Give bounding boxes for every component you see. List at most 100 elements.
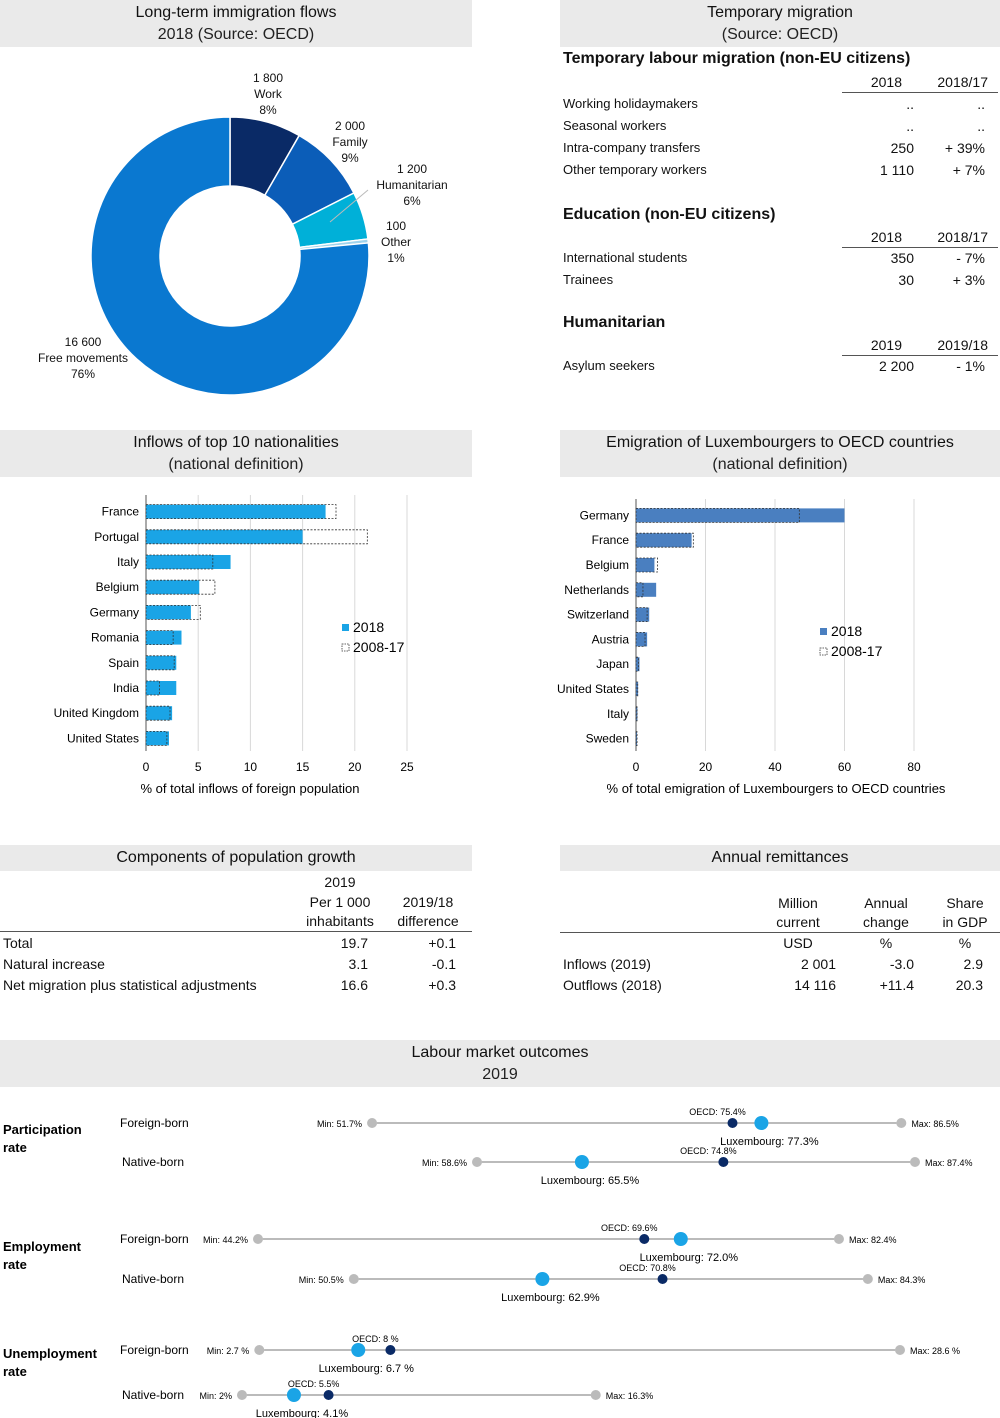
- bar-2018: [636, 682, 639, 696]
- row-label: Foreign-born: [120, 1232, 189, 1246]
- remittances-row-v1: 14 116: [794, 977, 836, 993]
- remittances-row-v2: -3.0: [889, 956, 914, 972]
- x-tick-label: 25: [400, 760, 414, 774]
- temporary-labour-rule: [842, 92, 998, 93]
- remit-head-c2a: Annual: [864, 895, 908, 911]
- temporary-labour-col1: 2018: [870, 74, 902, 90]
- bar-2008-17: [635, 507, 800, 523]
- nationalities-title: Inflows of top 10 nationalities: [133, 434, 339, 451]
- bar-2008-17: [635, 706, 638, 722]
- category-label: India: [113, 681, 139, 695]
- bar-2018: [636, 558, 655, 572]
- labour-row-v1: ..: [906, 96, 914, 112]
- donut-label-other: 100 Other 1%: [381, 219, 411, 265]
- bar-2008-17: [635, 681, 639, 697]
- bar-2008-17: [635, 731, 638, 747]
- group-label: Participation: [3, 1122, 82, 1137]
- remit-head-c3a: Share: [946, 895, 984, 911]
- luxembourg-label: Luxembourg: 6.7 %: [319, 1363, 415, 1375]
- row-label: Foreign-born: [120, 1343, 189, 1357]
- category-label: Spain: [108, 656, 139, 670]
- oecd-label: OECD: 5.5%: [288, 1379, 340, 1389]
- min-label: Min: 44.2%: [203, 1235, 248, 1245]
- group-label: Unemployment: [3, 1346, 98, 1361]
- bar-2008-17: [145, 579, 216, 595]
- population-row-v1: 3.1: [348, 956, 368, 972]
- category-label: Italy: [607, 707, 629, 721]
- group-label: Employment: [3, 1239, 82, 1254]
- oecd-label: OECD: 8 %: [352, 1334, 399, 1344]
- luxembourg-label: Luxembourg: 72.0%: [640, 1252, 739, 1264]
- population-head-year: 2019: [324, 874, 356, 890]
- labour-row-v2: ..: [977, 118, 985, 134]
- remit-head-c2c: %: [879, 935, 893, 951]
- max-dot: [910, 1157, 920, 1167]
- education-row-v1: 350: [890, 250, 914, 266]
- bar-2018: [636, 607, 650, 622]
- max-label: Max: 82.4%: [849, 1235, 897, 1245]
- oecd-label: OECD: 74.8%: [680, 1146, 737, 1156]
- bar-2018: [146, 681, 177, 695]
- bar-2018: [636, 632, 648, 647]
- min-label: Min: 58.6%: [422, 1158, 467, 1168]
- bar-2018: [636, 657, 640, 672]
- category-label: Belgium: [586, 558, 629, 572]
- bar-2008-17: [635, 557, 658, 573]
- education-row-label: International students: [563, 250, 688, 265]
- min-label: Min: 50.5%: [299, 1275, 344, 1285]
- immigration-title: Long-term immigration flows: [135, 4, 337, 21]
- bar-2008-17: [145, 504, 337, 520]
- legend-swatch-2008-17: [819, 647, 828, 656]
- oecd-label: OECD: 75.4%: [689, 1107, 746, 1117]
- max-dot: [862, 1274, 873, 1284]
- population-row-label: Natural increase: [3, 956, 105, 972]
- emigration-subtitle: (national definition): [712, 456, 848, 473]
- oecd-dot: [323, 1390, 334, 1400]
- category-label: Sweden: [586, 732, 629, 746]
- humanitarian-heading: Humanitarian: [563, 314, 666, 331]
- humanitarian-rule: [842, 355, 998, 356]
- temporary-title: Temporary migration: [707, 4, 853, 21]
- immigration-subtitle: 2018 (Source: OECD): [157, 26, 315, 43]
- remittances-rule: [560, 932, 1000, 933]
- group-label: rate: [3, 1364, 27, 1379]
- legend-swatch-2008-17: [341, 643, 350, 652]
- category-label: Germany: [90, 605, 139, 619]
- oecd-dot: [718, 1157, 729, 1167]
- x-tick-label: 40: [768, 760, 782, 774]
- bar-2018: [146, 731, 169, 746]
- x-tick-label: 0: [143, 760, 150, 774]
- max-dot: [895, 1345, 905, 1355]
- x-tick-label: 20: [348, 760, 362, 774]
- bar-2008-17: [145, 605, 201, 620]
- oecd-dot: [657, 1274, 668, 1284]
- bar-2018: [636, 533, 692, 548]
- legend-label-2008-17: 2008-17: [353, 639, 405, 655]
- min-dot: [254, 1345, 265, 1355]
- x-tick-label: 60: [838, 760, 852, 774]
- bar-2018: [146, 555, 231, 569]
- min-dot: [253, 1234, 263, 1244]
- remittances-row-v1: 2 001: [800, 956, 836, 972]
- labour-row-v1: 250: [890, 140, 914, 156]
- nationalities-bar-chart: 0 5 10 15 20 25 France Portugal Italy Belgium Germ…: [54, 495, 414, 796]
- x-axis-title: % of total inflows of foreign population: [141, 781, 360, 796]
- luxembourg-label: Luxembourg: 62.9%: [501, 1292, 600, 1304]
- population-row-v1: 19.7: [340, 935, 368, 951]
- humanitarian-col2: 2019/18: [937, 337, 988, 353]
- category-label: France: [102, 505, 140, 519]
- emigration-title: Emigration of Luxembourgers to OECD coun…: [606, 434, 954, 451]
- humanitarian-row-v1: 2 200: [878, 358, 914, 374]
- bar-2018: [146, 605, 191, 620]
- category-label: France: [592, 533, 630, 547]
- bar-2008-17: [635, 532, 694, 548]
- education-col1: 2018: [870, 229, 902, 245]
- education-row-v1: 30: [898, 272, 914, 288]
- category-label: Belgium: [96, 580, 139, 594]
- row-label: Native-born: [122, 1272, 184, 1286]
- max-dot: [896, 1118, 907, 1128]
- min-label: Min: 2%: [199, 1391, 232, 1401]
- labour-row-v2: + 39%: [944, 140, 985, 156]
- population-title: Components of population growth: [116, 849, 356, 866]
- group-label: rate: [3, 1257, 27, 1272]
